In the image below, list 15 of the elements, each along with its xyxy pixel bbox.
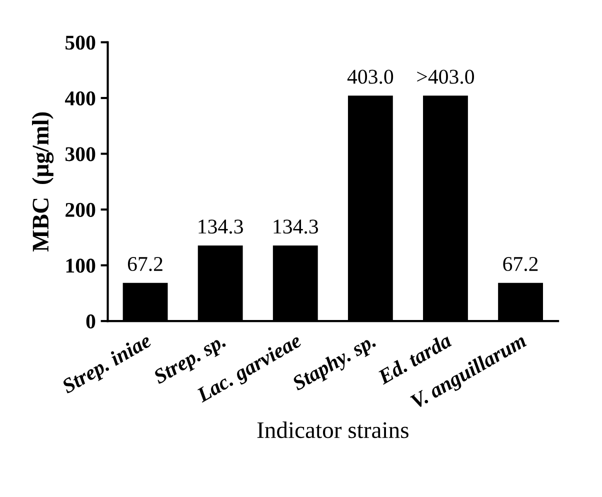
- y-tick-label: 400: [64, 91, 96, 106]
- y-tick-label: 0: [86, 314, 96, 328]
- y-tick-label: 100: [66, 258, 96, 273]
- data-label: >403.0: [417, 70, 474, 84]
- y-tick-label: 300: [65, 147, 96, 162]
- data-label: 403.0: [347, 70, 394, 84]
- data-label: 134.3: [274, 220, 318, 234]
- y-axis-title: MBC (μg/ml): [32, 112, 54, 252]
- x-tick-label: Strep. iniae: [60, 336, 152, 394]
- data-label: 67.2: [128, 257, 162, 272]
- data-label: 67.2: [503, 257, 538, 272]
- data-label: 134.3: [198, 220, 243, 234]
- y-tick-label: 200: [66, 202, 96, 217]
- x-axis-title: Indicator strains: [257, 422, 408, 438]
- y-tick-label: 500: [66, 36, 96, 50]
